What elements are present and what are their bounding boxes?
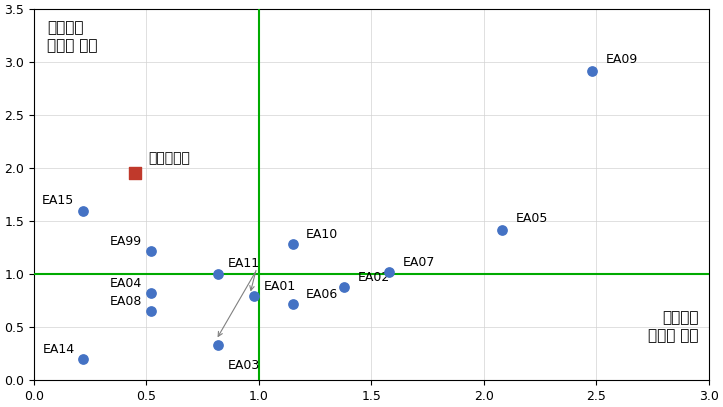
Point <box>338 284 350 290</box>
Point <box>496 226 508 233</box>
Point <box>213 342 224 348</box>
Text: EA11: EA11 <box>228 257 260 270</box>
Text: EA03: EA03 <box>228 359 260 372</box>
Text: EA08: EA08 <box>109 295 142 308</box>
Point <box>586 68 598 74</box>
Point <box>145 308 157 315</box>
Point <box>145 247 157 254</box>
Point <box>77 356 89 362</box>
Text: EA06: EA06 <box>306 288 338 301</box>
Text: EA09: EA09 <box>605 53 638 66</box>
Point <box>129 170 141 177</box>
Point <box>145 290 157 296</box>
Point <box>384 269 395 275</box>
Point <box>213 271 224 278</box>
Point <box>77 207 89 214</box>
Text: 평균대비
연구비 비율: 평균대비 연구비 비율 <box>48 20 98 53</box>
Text: EA07: EA07 <box>403 256 435 269</box>
Point <box>287 300 299 307</box>
Text: EA02: EA02 <box>358 271 390 284</box>
Text: EA14: EA14 <box>42 343 74 356</box>
Text: EA99: EA99 <box>110 234 142 247</box>
Text: 평균대비
과제수 비율: 평균대비 과제수 비율 <box>649 311 698 343</box>
Point <box>287 241 299 248</box>
Text: 우주시스템: 우주시스템 <box>149 151 191 165</box>
Text: EA15: EA15 <box>42 195 74 207</box>
Text: EA04: EA04 <box>110 277 142 290</box>
Text: EA05: EA05 <box>515 212 548 225</box>
Point <box>249 293 260 300</box>
Text: EA10: EA10 <box>306 228 338 241</box>
Text: EA01: EA01 <box>263 280 296 293</box>
